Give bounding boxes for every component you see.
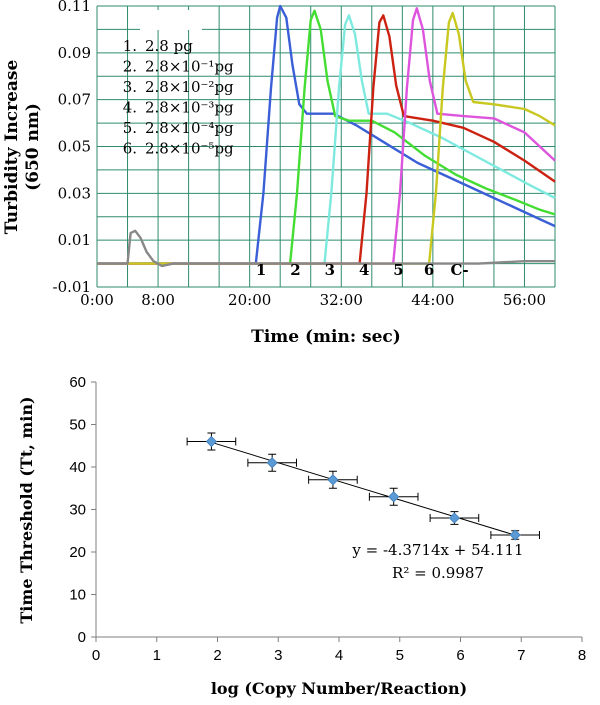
turbidity-y-tick-label: -0.01 bbox=[53, 278, 91, 296]
legend-item-number: 1. bbox=[123, 37, 137, 55]
threshold-points bbox=[186, 432, 540, 541]
turbidity-curve-labels: 1 2 3 4 5 6 C- bbox=[256, 261, 469, 279]
curve-label: 5 bbox=[393, 261, 403, 279]
data-point-marker bbox=[327, 474, 339, 486]
turbidity-series-line-1 bbox=[97, 4, 556, 265]
turbidity-series-line-2 bbox=[97, 9, 556, 265]
threshold-y-tick-label: 60 bbox=[69, 374, 86, 391]
turbidity-series-line-7 bbox=[97, 229, 555, 268]
turbidity-y-axis-label: Turbidity Increase (650 nm) bbox=[2, 60, 43, 235]
threshold-y-tick-label: 0 bbox=[78, 629, 86, 646]
legend-item-number: 6. bbox=[123, 140, 137, 158]
threshold-x-tick-label: 4 bbox=[335, 647, 343, 664]
legend-item-label: 2.8×10⁻²pg bbox=[145, 78, 234, 96]
threshold-x-tick-label: 7 bbox=[517, 647, 525, 664]
turbidity-y-tick-label: 0.07 bbox=[58, 91, 91, 109]
turbidity-x-axis-label: Time (min: sec) bbox=[251, 327, 401, 347]
legend-item-label: 2.8×10⁻⁴pg bbox=[145, 119, 234, 137]
curve-label: 3 bbox=[325, 261, 335, 279]
legend-item-label: 2.8×10⁻⁵pg bbox=[145, 140, 234, 158]
threshold-x-tick-label: 8 bbox=[578, 647, 586, 664]
legend-item-label: 2.8×10⁻³pg bbox=[145, 99, 234, 117]
legend-item-number: 4. bbox=[123, 99, 137, 117]
turbidity-x-tick-label: 32:00 bbox=[320, 291, 363, 309]
legend-item-label: 2.8×10⁻¹pg bbox=[145, 58, 234, 76]
trendline bbox=[211, 441, 516, 536]
curve-label: 6 bbox=[424, 261, 434, 279]
threshold-chart: 0 10 20 30 40 50 60 0 1 2 3 4 5 6 7 8 y = -4.3714x + 5… bbox=[17, 374, 586, 698]
threshold-x-tick-label: 6 bbox=[456, 647, 464, 664]
curve-label: 4 bbox=[359, 261, 369, 279]
turbidity-x-tick-labels: 0:00 8:00 20:00 32:00 44:00 56:00 bbox=[80, 291, 546, 309]
legend-item-label: 2.8 pg bbox=[145, 37, 193, 55]
curve-label: 1 bbox=[256, 261, 266, 279]
turbidity-x-tick-label: 8:00 bbox=[141, 291, 175, 309]
threshold-y-tick-label: 10 bbox=[69, 587, 86, 604]
gridline-gap bbox=[200, 8, 214, 28]
threshold-x-tick-label: 5 bbox=[396, 647, 404, 664]
data-point-marker bbox=[509, 529, 521, 541]
trendline-equation: y = -4.3714x + 54.111 bbox=[351, 541, 523, 559]
turbidity-y-tick-label: 0.01 bbox=[58, 231, 91, 249]
turbidity-y-tick-label: 0.03 bbox=[58, 184, 91, 202]
threshold-y-ticks: 0 10 20 30 40 50 60 bbox=[69, 374, 96, 646]
turbidity-y-tick-label: 0.09 bbox=[58, 44, 91, 62]
turbidity-y-tick-label: 0.05 bbox=[58, 138, 91, 156]
curve-label: C- bbox=[450, 261, 468, 279]
turbidity-series bbox=[97, 4, 556, 268]
data-point-marker bbox=[266, 457, 278, 469]
turbidity-y-tick-labels: -0.01 0.01 0.03 0.05 0.07 0.09 0.11 bbox=[53, 0, 91, 296]
turbidity-x-tick-label: 0:00 bbox=[80, 291, 114, 309]
threshold-trendline bbox=[211, 441, 516, 536]
threshold-x-tick-label: 0 bbox=[92, 647, 100, 664]
legend-item-number: 3. bbox=[123, 78, 137, 96]
turbidity-series-line-4 bbox=[97, 14, 556, 265]
turbidity-series-line-5 bbox=[97, 7, 556, 265]
turbidity-x-tick-label: 44:00 bbox=[411, 291, 454, 309]
turbidity-x-tick-label: 20:00 bbox=[228, 291, 271, 309]
threshold-y-tick-label: 40 bbox=[69, 459, 86, 476]
legend-item-number: 2. bbox=[123, 58, 137, 76]
data-point-marker bbox=[205, 435, 217, 448]
r-squared-label: R² = 0.9987 bbox=[392, 564, 484, 582]
curve-label: 2 bbox=[290, 261, 300, 279]
turbidity-series-line-6 bbox=[97, 11, 556, 265]
threshold-x-tick-label: 3 bbox=[274, 647, 282, 664]
threshold-y-tick-label: 50 bbox=[69, 417, 86, 434]
threshold-y-tick-label: 30 bbox=[69, 502, 86, 519]
turbidity-x-tick-label: 56:00 bbox=[503, 291, 546, 309]
turbidity-legend: 1. 2.8 pg 2. 2.8×10⁻¹pg 3. 2.8×10⁻²pg 4. 2.8×10… bbox=[123, 37, 234, 158]
threshold-x-axis-label: log (Copy Number/Reaction) bbox=[211, 679, 467, 698]
data-point-marker bbox=[388, 491, 400, 503]
turbidity-y-tick-label: 0.11 bbox=[58, 0, 91, 15]
threshold-y-axis-label: Time Threshold (Tt, min) bbox=[17, 396, 36, 623]
data-point-marker bbox=[448, 512, 460, 524]
turbidity-y-axis-label-line2: (650 nm) bbox=[23, 103, 43, 191]
turbidity-chart: -0.010.010.030.050.070.090.11 0:00 8:00 20… bbox=[2, 0, 556, 347]
gridline-gap bbox=[140, 10, 202, 30]
threshold-x-tick-label: 2 bbox=[213, 647, 221, 664]
threshold-y-tick-label: 20 bbox=[69, 544, 86, 561]
turbidity-series-line-3 bbox=[97, 14, 556, 265]
legend-item-number: 5. bbox=[123, 119, 137, 137]
threshold-x-tick-label: 1 bbox=[153, 647, 161, 664]
threshold-x-ticks: 0 1 2 3 4 5 6 7 8 bbox=[92, 637, 586, 664]
turbidity-y-axis-label-line1: Turbidity Increase bbox=[2, 60, 22, 235]
